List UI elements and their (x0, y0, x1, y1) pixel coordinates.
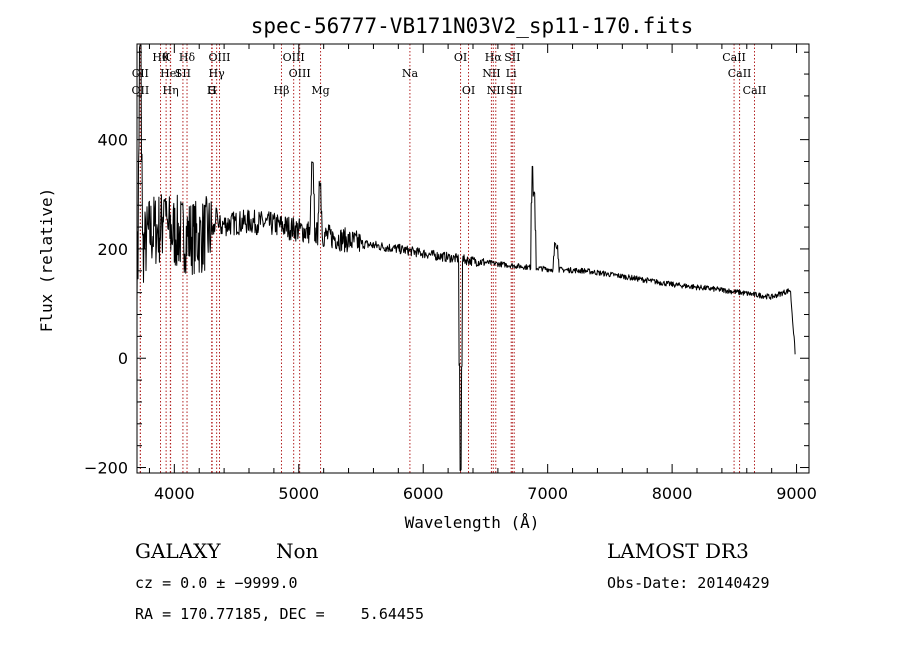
line-label: Hα (485, 51, 503, 64)
line-label: CaII (722, 51, 746, 64)
x-tick-label: 4000 (154, 484, 195, 503)
spectral-line-markers (139, 44, 755, 473)
x-tick-labels: 4000 5000 6000 7000 8000 9000 (154, 484, 817, 503)
line-label: G (208, 84, 217, 97)
y-tick-label: 200 (97, 240, 128, 259)
obs-date-text: Obs-Date: 20140429 (607, 574, 770, 592)
line-label: OIII (289, 67, 311, 80)
x-tick-label: 9000 (776, 484, 817, 503)
line-label: Hβ (274, 84, 290, 97)
line-label: SII (506, 84, 522, 97)
line-label: NII (487, 84, 505, 97)
y-tick-labels: −200 0 200 400 (84, 131, 128, 478)
line-label: CaII (743, 84, 767, 97)
x-axis-label: Wavelength (Å) (405, 513, 540, 532)
plot-axes (136, 43, 810, 474)
redshift-text: cz = 0.0 ± −9999.0 (135, 574, 298, 592)
line-label: OIII (208, 51, 230, 64)
line-label: Hη (163, 84, 179, 97)
line-label: Hθ (152, 51, 169, 64)
line-label: NII (482, 67, 500, 80)
line-label: SII (175, 67, 191, 80)
line-label: Hγ (209, 67, 226, 80)
line-label: SII (504, 51, 520, 64)
spectrum-line (136, 44, 796, 472)
x-tick-label: 6000 (403, 484, 444, 503)
line-label: Mg (311, 84, 329, 97)
subclass-label: Non (276, 539, 319, 563)
y-tick-label: 400 (97, 131, 128, 150)
class-label: GALAXY (135, 539, 221, 563)
chart-title: spec-56777-VB171N03V2_sp11-170.fits (251, 14, 694, 38)
x-tick-label: 5000 (278, 484, 319, 503)
line-label: K (162, 51, 171, 64)
line-label: Li (506, 67, 517, 80)
line-label: OI (454, 51, 467, 64)
line-label: H (207, 84, 217, 97)
radec-text: RA = 170.77185, DEC = 5.64455 (135, 605, 424, 623)
line-label: Hδ (179, 51, 196, 64)
line-label: HeI (160, 67, 180, 80)
line-label: OII (132, 84, 150, 97)
y-tick-label: 0 (118, 349, 128, 368)
x-tick-label: 8000 (652, 484, 693, 503)
y-tick-label: −200 (84, 459, 128, 478)
line-label: CaII (728, 67, 752, 80)
line-label: OI (462, 84, 475, 97)
line-label: Na (402, 67, 419, 80)
line-label: OIII (283, 51, 305, 64)
x-tick-label: 7000 (527, 484, 568, 503)
survey-label: LAMOST DR3 (607, 539, 749, 563)
line-label: CII (132, 67, 149, 80)
y-axis-label: Flux (relative) (37, 188, 56, 333)
spectrum-layer (136, 44, 796, 472)
